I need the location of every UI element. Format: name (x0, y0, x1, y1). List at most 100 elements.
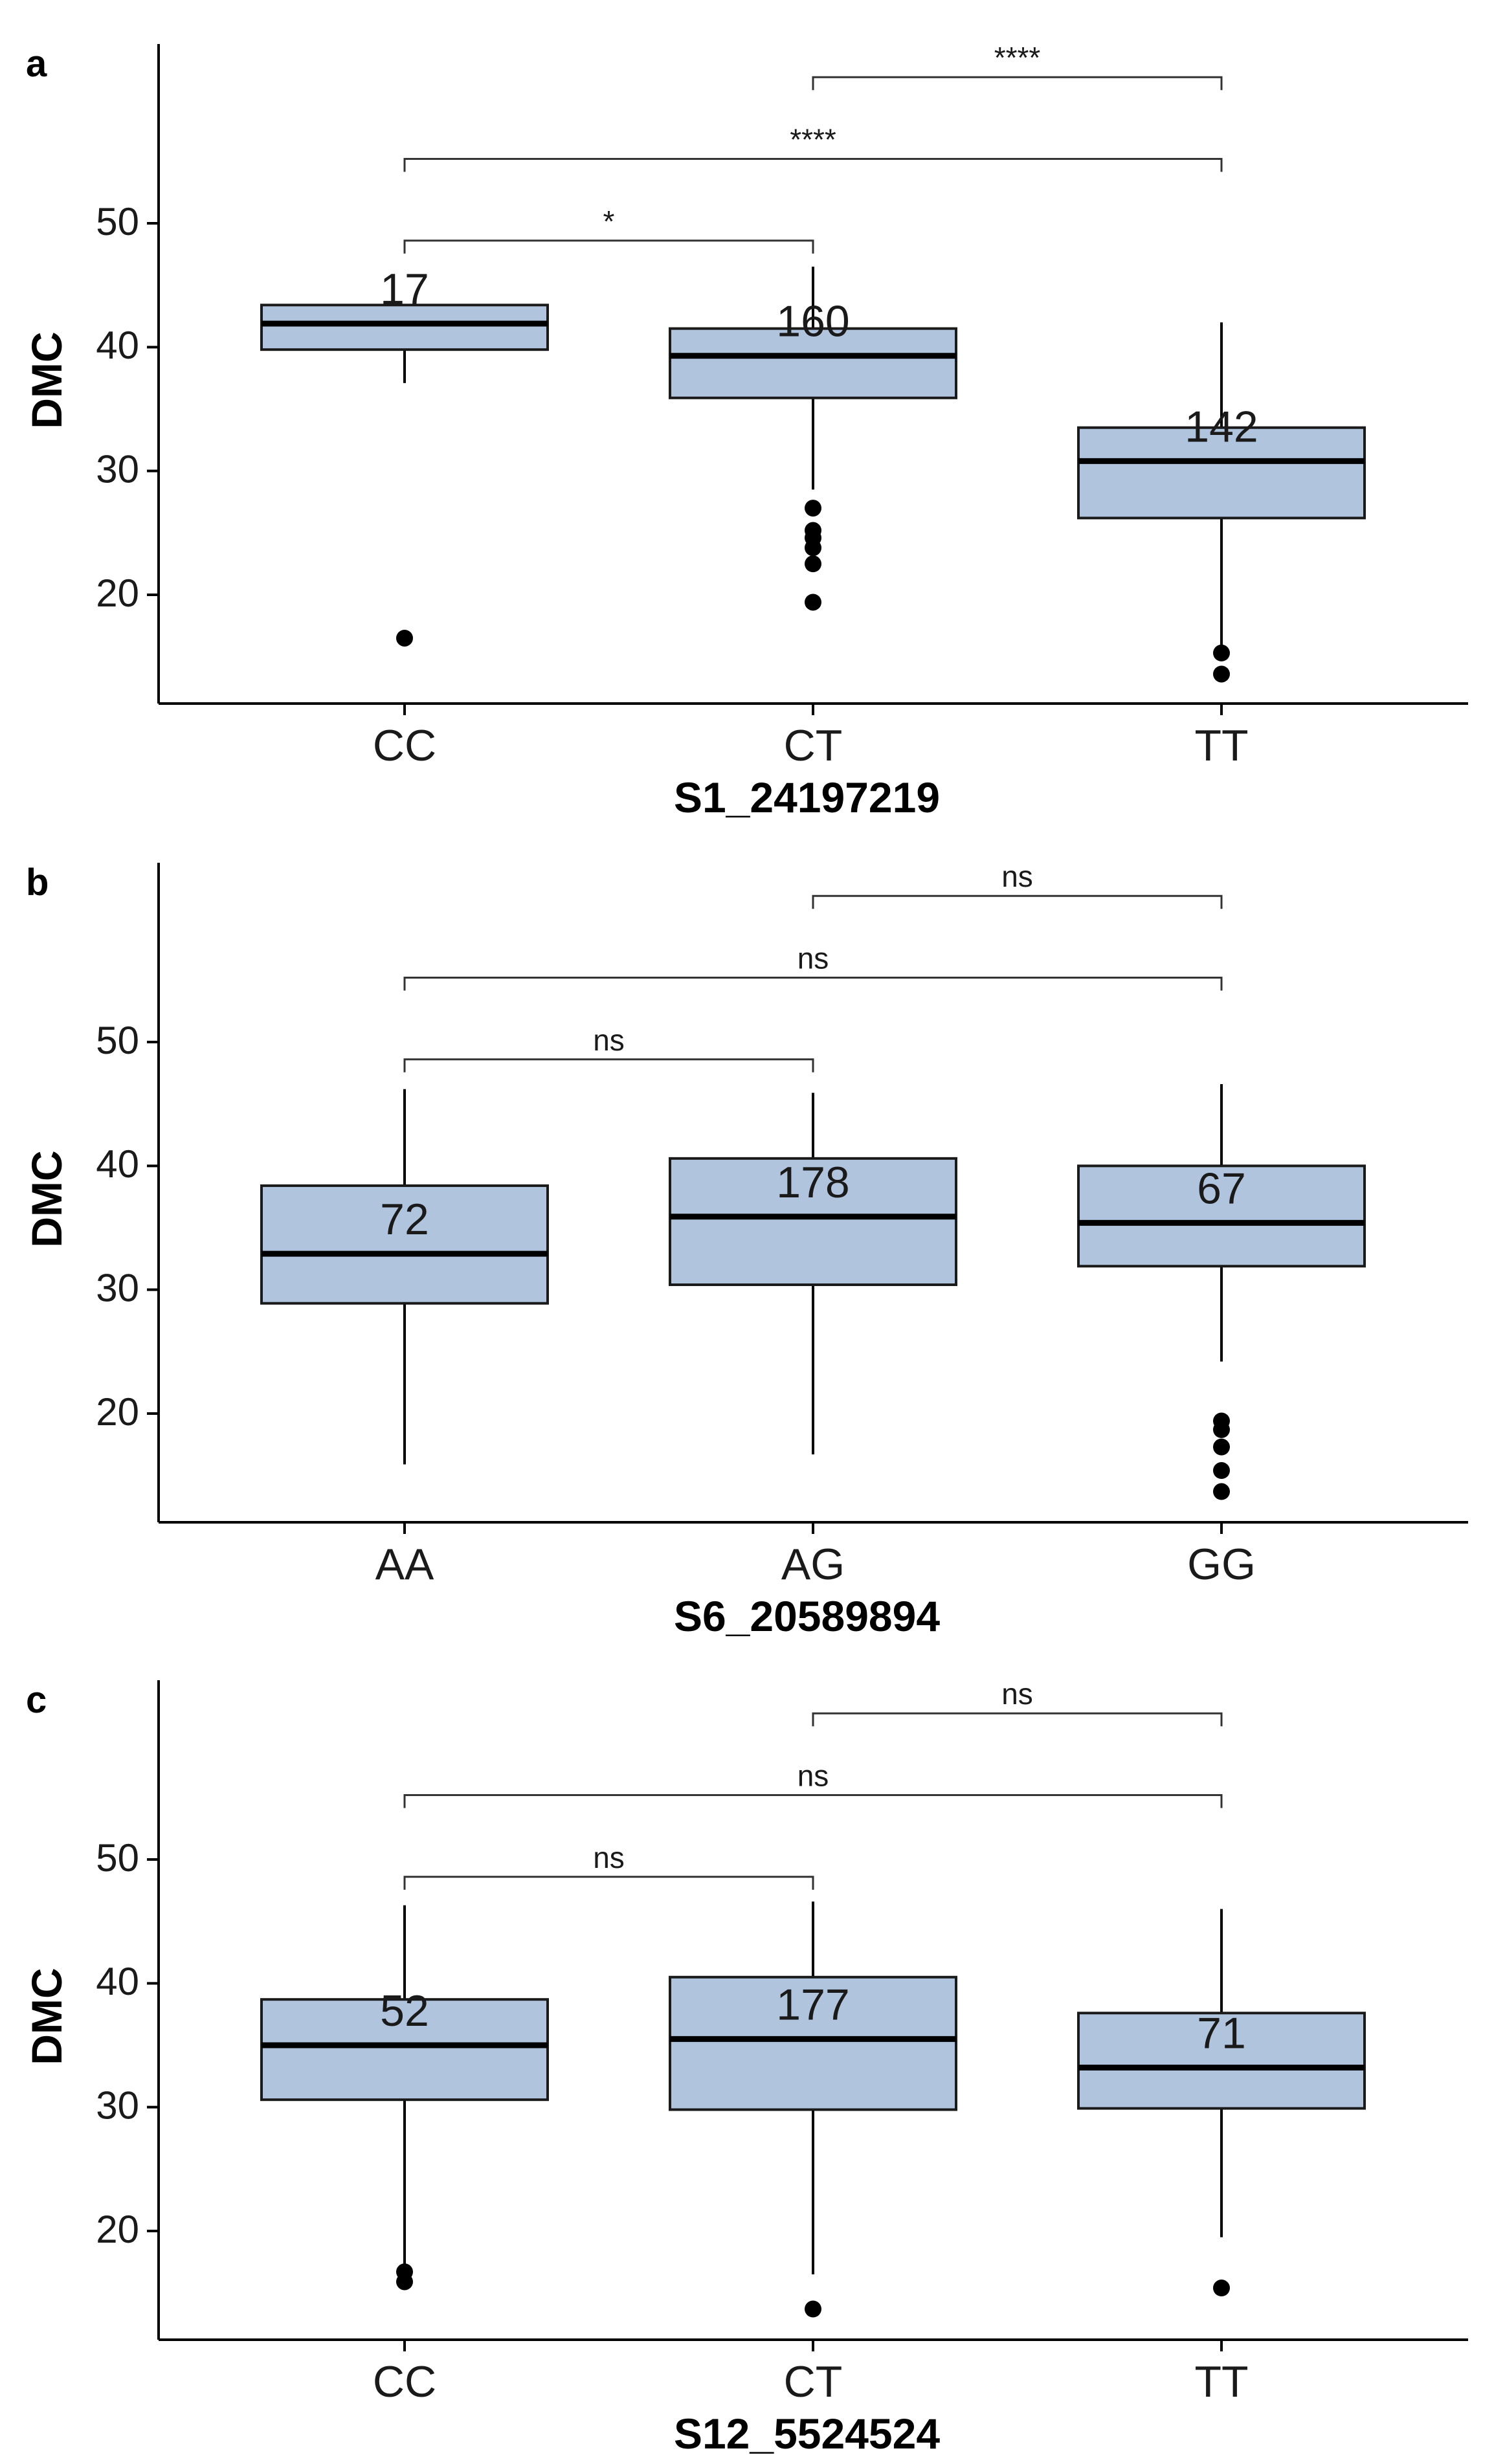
significance-bracket: ns (812, 860, 1223, 909)
count-label: 142 (1185, 402, 1258, 451)
box-iqr (260, 1998, 549, 2102)
bracket-line (403, 977, 1223, 991)
x-tick-label: AA (375, 1540, 434, 1589)
x-axis-title: S6_20589894 (674, 1592, 940, 1640)
x-axis-title: S12_5524524 (674, 2410, 940, 2458)
x-tick-label: CT (784, 2357, 843, 2406)
y-tick-label: 50 (96, 1019, 139, 1062)
x-tick-label: TT (1194, 2357, 1248, 2406)
y-tick-label: 20 (96, 1390, 139, 1434)
count-label: 52 (380, 1986, 429, 2036)
y-tick-label: 40 (96, 1142, 139, 1186)
box-group-gg: 67 (1077, 1084, 1366, 1500)
outlier-point (805, 539, 821, 557)
box-group-cc: 52 (260, 1905, 549, 2291)
significance-bracket: ns (403, 1759, 1223, 1808)
box-group-ct: 177 (669, 1902, 957, 2318)
outlier-point (1213, 1438, 1230, 1456)
box-iqr (669, 327, 957, 399)
panel-letter: a (26, 43, 47, 85)
outlier-point (396, 2273, 413, 2291)
outlier-point (1213, 1421, 1230, 1438)
count-label: 71 (1197, 2008, 1246, 2058)
y-tick-label: 30 (96, 2084, 139, 2127)
count-label: 72 (380, 1195, 429, 1244)
count-label: 177 (776, 1980, 849, 2029)
box-group-tt: 71 (1077, 1909, 1366, 2297)
significance-label: ns (1001, 1677, 1033, 1711)
significance-label: **** (790, 123, 836, 157)
panel-letter: b (26, 861, 49, 904)
box-iqr (260, 304, 549, 351)
count-label: 178 (776, 1158, 849, 1207)
count-label: 17 (380, 265, 429, 314)
box-iqr (1077, 426, 1366, 520)
bracket-line (403, 1794, 1223, 1808)
box-group-aa: 72 (260, 1089, 549, 1465)
chart-panel-c: c 20 30 40 50 DMC CC CT TT S12_5524524 52 177 71 ns ns… (23, 1677, 1468, 2458)
outlier-point (1213, 1462, 1230, 1480)
significance-bracket: ns (812, 1677, 1223, 1727)
box-group-ct: 160 (669, 266, 957, 611)
box-iqr (1077, 1164, 1366, 1268)
significance-bracket: ns (403, 942, 1223, 991)
outlier-point (805, 555, 821, 573)
significance-bracket: **** (812, 41, 1223, 91)
box-iqr (260, 1184, 549, 1305)
significance-bracket: * (403, 205, 814, 254)
box-group-cc: 17 (260, 265, 549, 647)
x-tick-label: TT (1194, 721, 1248, 770)
bracket-line (812, 894, 1223, 909)
outlier-point (396, 629, 413, 647)
bracket-line (812, 1712, 1223, 1727)
y-axis-title: DMC (23, 1150, 71, 1247)
x-axis-title: S1_24197219 (674, 773, 940, 821)
y-tick-label: 50 (96, 1836, 139, 1880)
significance-bracket: ns (403, 1841, 814, 1890)
bracket-line (403, 1058, 814, 1072)
y-tick-label: 40 (96, 324, 139, 367)
outlier-point (805, 594, 821, 611)
box-iqr (1077, 2012, 1366, 2110)
box-group-ag: 178 (669, 1093, 957, 1455)
outlier-point (1213, 2280, 1230, 2297)
y-tick-label: 30 (96, 1267, 139, 1310)
x-tick-label: GG (1187, 1540, 1256, 1589)
significance-label: ns (797, 942, 829, 975)
bracket-line (403, 1876, 814, 1890)
box-iqr (669, 1975, 957, 2111)
significance-bracket: ns (403, 1023, 814, 1072)
y-axis-title: DMC (23, 331, 71, 428)
significance-bracket: **** (403, 123, 1223, 172)
significance-label: ns (1001, 860, 1033, 893)
x-tick-label: CC (373, 2357, 436, 2406)
significance-label: ns (797, 1759, 829, 1793)
y-tick-label: 50 (96, 200, 139, 243)
x-tick-label: CT (784, 721, 843, 770)
y-tick-label: 20 (96, 2208, 139, 2251)
outlier-point (805, 500, 821, 517)
bracket-line (403, 158, 1223, 172)
bracket-line (812, 76, 1223, 91)
significance-label: * (603, 205, 615, 238)
outlier-point (1213, 665, 1230, 683)
count-label: 160 (776, 297, 849, 346)
chart-panel-b: b 20 30 40 50 DMC AA AG GG S6_20589894 72 178 67 ns ns… (23, 860, 1468, 1640)
box-iqr (669, 1157, 957, 1287)
outlier-point (1213, 1483, 1230, 1500)
panel-letter: c (26, 1679, 47, 1721)
y-tick-label: 20 (96, 572, 139, 615)
x-tick-label: AG (781, 1540, 845, 1589)
count-label: 67 (1197, 1164, 1246, 1213)
significance-label: ns (593, 1023, 625, 1057)
significance-label: **** (994, 41, 1041, 74)
y-tick-label: 30 (96, 448, 139, 491)
y-tick-label: 40 (96, 1960, 139, 2003)
outlier-point (805, 2300, 821, 2318)
box-group-tt: 142 (1077, 322, 1366, 683)
bracket-line (403, 239, 814, 254)
y-axis-title: DMC (23, 1968, 71, 2065)
outlier-point (1213, 644, 1230, 661)
